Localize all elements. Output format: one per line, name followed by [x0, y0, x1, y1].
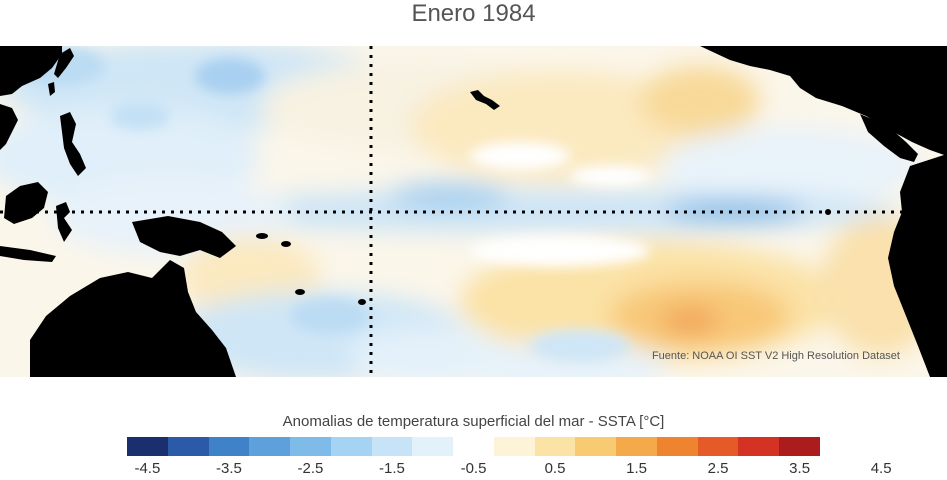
colorbar-swatch	[575, 437, 617, 456]
colorbar-swatch	[616, 437, 657, 456]
landmass-hawaii	[470, 90, 500, 110]
colorbar-tick-label: -0.5	[460, 460, 487, 477]
landmass-new-guinea	[132, 216, 236, 258]
map-title: Enero 1984	[411, 0, 536, 27]
colorbar-tick-label: -2.5	[297, 460, 324, 477]
colorbar-swatch	[371, 437, 413, 456]
colorbar-tick-label: 0.5	[544, 460, 566, 477]
colorbar-swatch	[127, 437, 168, 456]
colorbar-tick-label: 4.5	[870, 460, 892, 477]
landmass-taiwan	[48, 82, 55, 96]
reference-lines	[0, 46, 947, 377]
colorbar-swatch	[656, 437, 698, 456]
colorbar	[127, 437, 821, 456]
landmass-central-america	[860, 114, 918, 162]
colorbar-tick-label: 3.5	[789, 460, 811, 477]
landmass-island-3	[295, 289, 305, 295]
colorbar-tick-label: 2.5	[707, 460, 729, 477]
colorbar-swatch	[330, 437, 372, 456]
landmass-island-4	[358, 299, 366, 305]
colorbar-swatch	[738, 437, 780, 456]
colorbar-swatch	[167, 437, 209, 456]
colorbar-tick-label: -1.5	[379, 460, 405, 477]
colorbar-tick-label: -3.5	[215, 460, 242, 477]
colorbar-tick-label: 1.5	[626, 460, 647, 477]
landmass-cuba	[858, 86, 912, 104]
land-masses	[0, 46, 947, 377]
landmass-south-america	[888, 154, 947, 377]
colorbar-tick-label: -4.5	[134, 460, 161, 477]
landmass-japan	[54, 48, 74, 78]
landmass-island-2	[281, 241, 291, 247]
colorbar-swatch	[779, 437, 821, 456]
landmass-indochina	[0, 104, 18, 150]
landmass-australia	[30, 260, 236, 377]
landmass-sulawesi	[56, 202, 72, 242]
colorbar-ticks: -4.5 -3.5 -2.5 -1.5 -0.5 0.5 1.5 2.5 3.5 4.5	[0, 460, 947, 480]
landmass-island-1	[256, 233, 268, 239]
landmass-north-america	[700, 46, 947, 156]
source-credit: Fuente: NOAA OI SST V2 High Resolution D…	[651, 350, 900, 362]
colorbar-swatch	[534, 437, 576, 456]
colorbar-swatch	[412, 437, 454, 456]
colorbar-swatch	[290, 437, 331, 456]
landmass-asia-north	[0, 46, 62, 96]
colorbar-swatch	[453, 437, 494, 456]
ssta-map-canvas	[0, 46, 947, 377]
colorbar-swatch	[249, 437, 291, 456]
ssta-map	[0, 46, 947, 377]
landmass-philippines	[60, 112, 86, 176]
colorbar-label: Anomalias de temperatura superficial del…	[282, 413, 665, 430]
colorbar-swatch	[697, 437, 739, 456]
colorbar-swatch	[493, 437, 535, 456]
colorbar-swatch	[208, 437, 250, 456]
landmass-java	[0, 246, 56, 262]
